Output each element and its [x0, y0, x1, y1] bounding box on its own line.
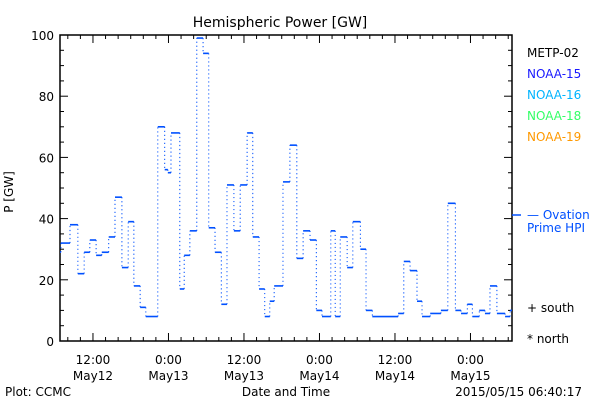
y-tick-label: 80	[39, 90, 54, 104]
y-tick-label: 40	[39, 213, 54, 227]
legend-satellite-metp-02: METP-02	[527, 46, 579, 60]
y-tick-label: 100	[31, 29, 54, 43]
plot-frame	[59, 34, 513, 342]
chart-title: Hemispheric Power [GW]	[193, 15, 368, 31]
legend-satellite-noaa-18: NOAA-18	[527, 109, 581, 123]
x-tick-label-date: May14	[375, 369, 415, 383]
legend-ovation-line1: — Ovation	[527, 208, 590, 222]
x-tick-label-date: May13	[148, 369, 188, 383]
x-tick-label-date: May12	[73, 369, 113, 383]
y-tick-label: 20	[39, 274, 54, 288]
legend-south: + south	[527, 301, 574, 315]
y-tick-label: 0	[46, 335, 54, 349]
legend-ovation-line2: Prime HPI	[527, 221, 585, 235]
x-tick-label-date: May14	[299, 369, 339, 383]
x-tick-label-time: 12:00	[227, 353, 262, 367]
legend-satellite-noaa-19: NOAA-19	[527, 130, 581, 144]
x-tick-label-time: 0:00	[155, 353, 182, 367]
x-tick-label-time: 12:00	[378, 353, 413, 367]
x-tick-label-time: 12:00	[76, 353, 111, 367]
legend-satellite-noaa-15: NOAA-15	[527, 67, 581, 81]
plot-timestamp: 2015/05/15 06:40:17	[455, 385, 582, 399]
x-tick-label-time: 0:00	[306, 353, 333, 367]
x-tick-label-time: 0:00	[457, 353, 484, 367]
legend-north: * north	[527, 332, 569, 346]
y-axis-label: P [GW]	[2, 171, 16, 213]
x-tick-label-date: May13	[224, 369, 264, 383]
x-tick-label-date: May15	[450, 369, 490, 383]
x-axis-label: Date and Time	[242, 385, 330, 399]
y-tick-label: 60	[39, 151, 54, 165]
plot-credit: Plot: CCMC	[5, 385, 71, 399]
legend-satellite-noaa-16: NOAA-16	[527, 88, 581, 102]
